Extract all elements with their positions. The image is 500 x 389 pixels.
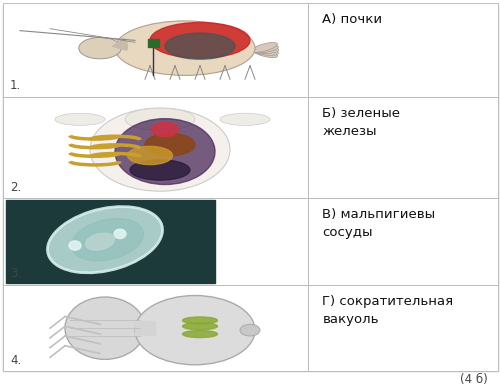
Ellipse shape (182, 323, 218, 330)
Text: (4 б): (4 б) (460, 373, 487, 386)
Ellipse shape (145, 133, 195, 156)
Ellipse shape (135, 296, 255, 365)
Bar (135, 321, 155, 335)
Ellipse shape (252, 47, 278, 55)
Ellipse shape (90, 108, 230, 191)
Circle shape (114, 229, 126, 238)
Ellipse shape (151, 123, 179, 137)
Bar (2, 285, 308, 371)
Text: В) мальпигиевы
сосуды: В) мальпигиевы сосуды (322, 208, 436, 239)
Circle shape (69, 241, 81, 250)
Text: 1.: 1. (10, 79, 21, 92)
Text: Г) сократительная
вакуоль: Г) сократительная вакуоль (322, 294, 454, 326)
Ellipse shape (252, 48, 278, 58)
Ellipse shape (128, 146, 172, 165)
Ellipse shape (150, 23, 250, 58)
Text: А) почки: А) почки (322, 13, 382, 26)
Ellipse shape (165, 33, 235, 60)
Text: 3.: 3. (10, 267, 21, 280)
Ellipse shape (86, 233, 114, 250)
Ellipse shape (220, 113, 270, 125)
Bar (2, 3, 308, 97)
Ellipse shape (130, 160, 190, 180)
Ellipse shape (79, 37, 121, 59)
Bar (308, 285, 498, 371)
Bar (308, 198, 498, 285)
Ellipse shape (252, 47, 279, 54)
Text: 4.: 4. (10, 354, 21, 367)
Ellipse shape (252, 42, 278, 53)
Ellipse shape (182, 317, 218, 324)
Ellipse shape (72, 219, 144, 261)
Text: 2.: 2. (10, 180, 21, 194)
Bar (2, 198, 308, 285)
Wedge shape (112, 39, 128, 50)
Bar (148, 39, 158, 47)
Ellipse shape (55, 113, 105, 125)
Bar (2, 97, 308, 198)
Bar (308, 3, 498, 97)
Ellipse shape (125, 108, 195, 130)
Ellipse shape (252, 45, 278, 53)
Ellipse shape (182, 331, 218, 338)
Bar (308, 97, 498, 198)
Text: Б) зеленые
железы: Б) зеленые железы (322, 107, 400, 138)
Ellipse shape (115, 21, 255, 75)
Ellipse shape (240, 324, 260, 336)
Ellipse shape (48, 207, 162, 273)
Ellipse shape (65, 297, 145, 359)
Bar (6, 200, 215, 283)
Ellipse shape (115, 119, 215, 184)
